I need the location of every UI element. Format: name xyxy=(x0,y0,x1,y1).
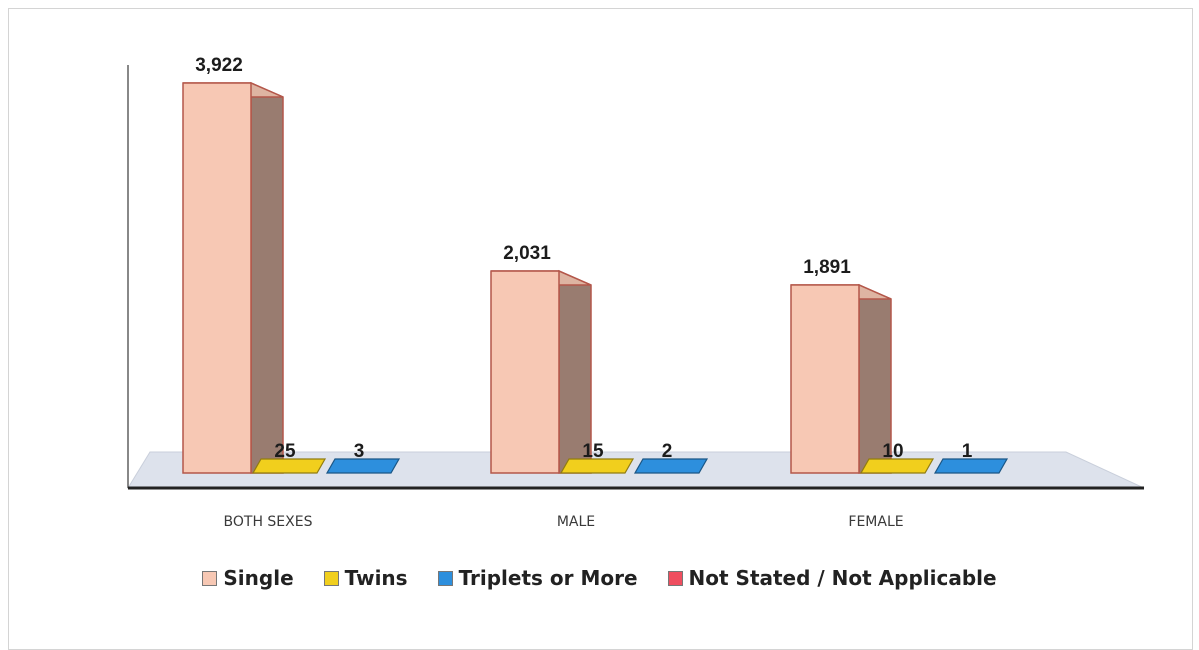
legend-label-not-stated: Not Stated / Not Applicable xyxy=(688,566,997,590)
data-label-twins-male: 15 xyxy=(582,441,604,462)
legend-label-triplets: Triplets or More xyxy=(458,566,638,590)
bar-single-male xyxy=(490,269,592,474)
data-label-twins-both-sexes: 25 xyxy=(274,441,296,462)
data-label-single-male: 2,031 xyxy=(503,243,551,264)
bar-twins-male xyxy=(559,458,635,474)
bar-twins-both-sexes xyxy=(251,458,327,474)
legend-swatch-not-stated xyxy=(667,570,683,586)
slab-triplets-both-sexes xyxy=(325,458,401,474)
bar-triplets-female xyxy=(933,458,1009,474)
legend-item-twins: Twins xyxy=(323,566,408,590)
bar-triplets-male xyxy=(633,458,709,474)
category-label-male: MALE xyxy=(557,514,595,530)
bar-single-both-sexes xyxy=(182,81,284,474)
data-label-single-both-sexes: 3,922 xyxy=(195,55,243,76)
legend-swatch-single xyxy=(202,570,218,586)
legend-swatch-triplets xyxy=(437,570,453,586)
data-label-triplets-both-sexes: 3 xyxy=(354,441,365,462)
bar-front-both-sexes xyxy=(182,82,252,474)
data-label-single-female: 1,891 xyxy=(803,257,851,278)
legend-item-triplets: Triplets or More xyxy=(437,566,638,590)
legend-label-single: Single xyxy=(223,566,294,590)
bar-twins-female xyxy=(859,458,935,474)
slab-twins-both-sexes xyxy=(251,458,327,474)
bar-single-female xyxy=(790,283,892,474)
bar-front-female xyxy=(790,284,860,474)
legend-swatch-twins xyxy=(323,570,339,586)
bar-front-male xyxy=(490,270,560,474)
bar-triplets-both-sexes xyxy=(325,458,401,474)
category-label-both-sexes: BOTH SEXES xyxy=(224,514,313,530)
data-label-twins-female: 10 xyxy=(882,441,903,462)
category-label-female: FEMALE xyxy=(848,514,903,530)
chart-legend: Single Twins Triplets or More Not Stated… xyxy=(0,566,1199,590)
slab-twins-male xyxy=(559,458,635,474)
data-label-triplets-male: 2 xyxy=(662,441,673,462)
slab-triplets-female xyxy=(933,458,1009,474)
slab-triplets-male xyxy=(633,458,709,474)
legend-item-single: Single xyxy=(202,566,294,590)
slab-twins-female xyxy=(859,458,935,474)
bar-chart: 3,922 25 3 BOTH SEXES 2,031 15 2 MALE 1,891 10 1 FE… xyxy=(127,55,1145,530)
bar-side-both-sexes xyxy=(250,81,284,474)
data-label-triplets-female: 1 xyxy=(962,441,973,462)
legend-label-twins: Twins xyxy=(344,566,408,590)
legend-item-not-stated: Not Stated / Not Applicable xyxy=(667,566,997,590)
